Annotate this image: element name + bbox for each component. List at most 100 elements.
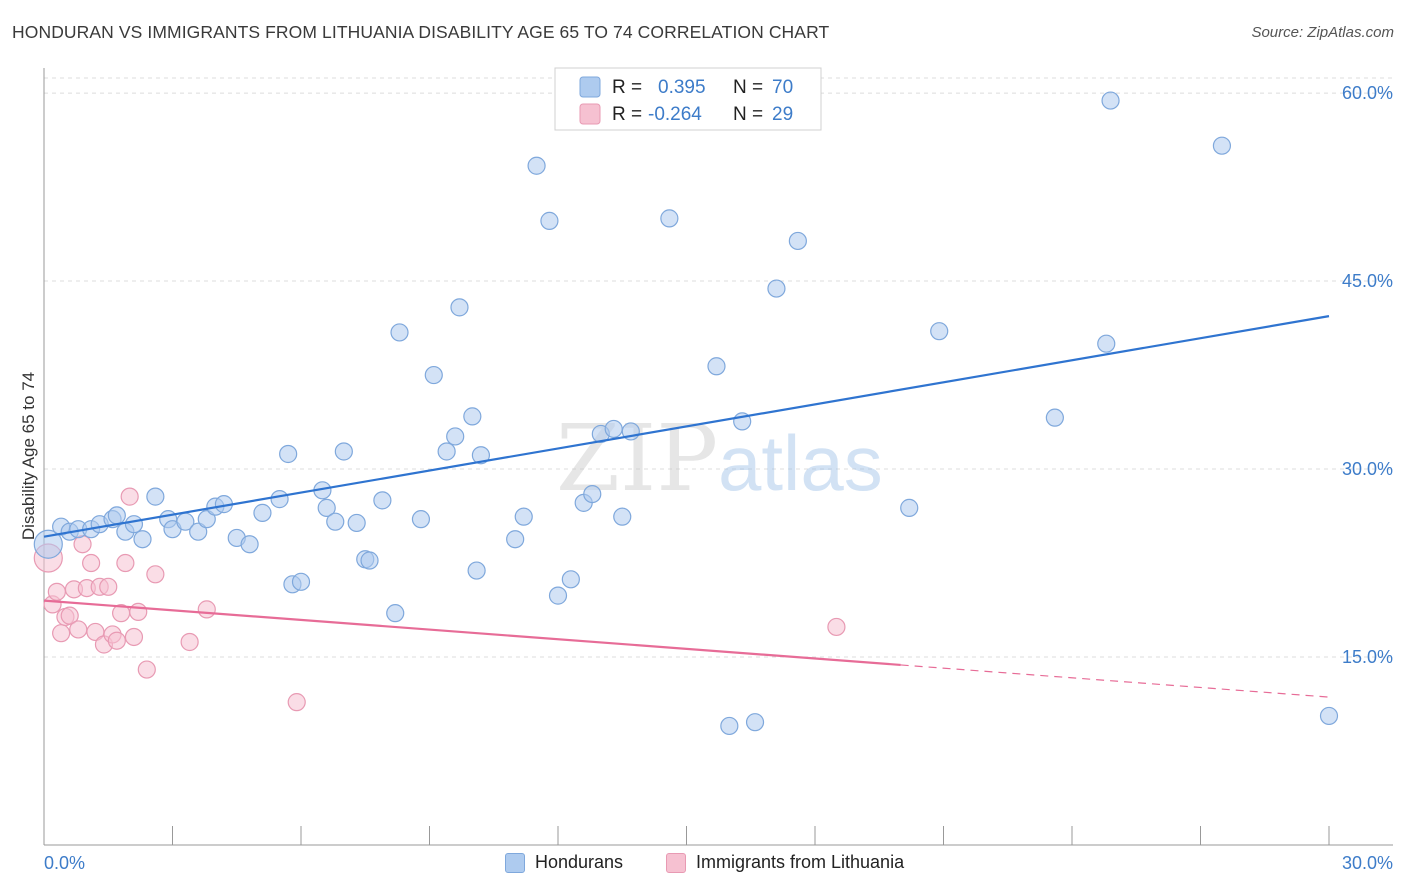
honduran-point [373, 491, 392, 510]
stats-r-label-2: R = [612, 104, 642, 125]
source-label: Source: ZipAtlas.com [1251, 24, 1394, 41]
stats-swatch-blue [579, 76, 601, 98]
lithuania-point [73, 535, 92, 554]
legend-item-hondurans[interactable]: Hondurans [505, 852, 623, 873]
honduran-point [467, 561, 486, 580]
honduran-trend-line [43, 315, 1330, 538]
stats-n-label-2: N = [733, 104, 763, 125]
honduran-point [1319, 706, 1339, 726]
y-tick-label: 15.0% [1342, 647, 1393, 667]
honduran-point [660, 209, 679, 228]
x-tick-label: 0.0% [44, 853, 85, 873]
y-axis-label: Disability Age 65 to 74 [19, 372, 38, 540]
chart-title: HONDURAN VS IMMIGRANTS FROM LITHUANIA DI… [12, 22, 830, 42]
lithuania-point [124, 627, 144, 647]
watermark: ZIP atlas [556, 405, 883, 512]
stats-r-label-1: R = [612, 77, 642, 98]
trend-lines [43, 315, 1330, 698]
lithuania-point [827, 617, 846, 637]
lithuania-point [116, 553, 135, 573]
y-tick-label: 45.0% [1342, 271, 1393, 291]
stats-r-value-2: -0.264 [648, 104, 702, 125]
honduran-point [613, 507, 632, 526]
honduran-point [527, 156, 546, 175]
honduran-point [561, 570, 580, 589]
honduran-point [133, 530, 152, 549]
lithuania-point [120, 487, 139, 506]
honduran-point [506, 530, 525, 549]
honduran-point [900, 498, 919, 517]
legend-item-lithuania[interactable]: Immigrants from Lithuania [666, 852, 904, 873]
honduran-point [720, 716, 739, 736]
honduran-point [437, 442, 456, 461]
honduran-point [548, 586, 568, 605]
y-tick-label: 60.0% [1342, 83, 1393, 103]
stats-r-value-1: 0.395 [658, 77, 706, 98]
legend-label-lithuania: Immigrants from Lithuania [696, 852, 905, 872]
honduran-point [1097, 334, 1116, 353]
honduran-point [386, 604, 405, 623]
honduran-point [347, 513, 366, 533]
lithuania-point [47, 582, 66, 601]
lithuania-point [99, 577, 118, 596]
x-tick-labels: 0.0% 30.0% [44, 853, 1393, 873]
lithuania-points [33, 487, 846, 712]
honduran-point [788, 231, 807, 251]
honduran-point [930, 322, 949, 341]
honduran-point [107, 506, 126, 525]
lithuania-point [129, 602, 148, 622]
honduran-point [583, 484, 602, 504]
lithuania-point [197, 600, 216, 619]
honduran-point [471, 446, 490, 465]
lithuania-point [82, 553, 101, 573]
lithuania-point [137, 660, 156, 679]
lithuania-trend-line [43, 599, 901, 667]
honduran-point [424, 365, 443, 385]
honduran-point [240, 535, 259, 554]
lithuania-point [69, 620, 88, 639]
lithuania-point [107, 631, 126, 650]
honduran-point [360, 551, 379, 570]
honduran-point [446, 427, 465, 446]
honduran-point [1101, 91, 1120, 110]
stats-n-label-1: N = [733, 77, 763, 98]
honduran-point [279, 444, 298, 464]
x-ticks [43, 826, 1330, 845]
honduran-point [707, 357, 726, 376]
lithuania-trend-extension [900, 664, 1330, 698]
honduran-point [317, 498, 336, 517]
lithuania-point [60, 606, 79, 625]
series-legend: Hondurans Immigrants from Lithuania [0, 852, 1406, 878]
legend-swatch-hondurans [505, 852, 525, 873]
y-tick-label: 30.0% [1342, 459, 1393, 479]
stats-n-value-2: 29 [772, 104, 793, 125]
honduran-point [334, 442, 353, 461]
honduran-point [767, 279, 786, 298]
honduran-point [1212, 136, 1232, 155]
legend-swatch-lithuania [666, 852, 686, 873]
honduran-point [745, 713, 765, 732]
honduran-point [270, 490, 289, 509]
honduran-point [514, 507, 533, 526]
honduran-point [291, 572, 311, 591]
honduran-point [411, 510, 431, 529]
stats-legend: R = 0.395 N = 70 R = -0.264 N = 29 [554, 67, 822, 131]
honduran-point [33, 529, 63, 559]
legend-label-hondurans: Hondurans [535, 852, 624, 872]
lithuania-point [287, 693, 306, 712]
stats-swatch-pink [579, 103, 601, 125]
honduran-point [390, 323, 409, 342]
stats-n-value-1: 70 [772, 77, 793, 98]
y-tick-labels: 15.0% 30.0% 45.0% 60.0% [1342, 83, 1393, 667]
honduran-point [124, 515, 144, 534]
honduran-point [1045, 408, 1064, 427]
x-tick-label: 30.0% [1342, 853, 1393, 873]
honduran-point [197, 510, 216, 529]
honduran-point [604, 419, 623, 439]
honduran-point [146, 487, 165, 506]
honduran-point [253, 503, 272, 522]
honduran-points [33, 91, 1339, 736]
honduran-point [450, 298, 469, 317]
honduran-point [326, 512, 345, 531]
